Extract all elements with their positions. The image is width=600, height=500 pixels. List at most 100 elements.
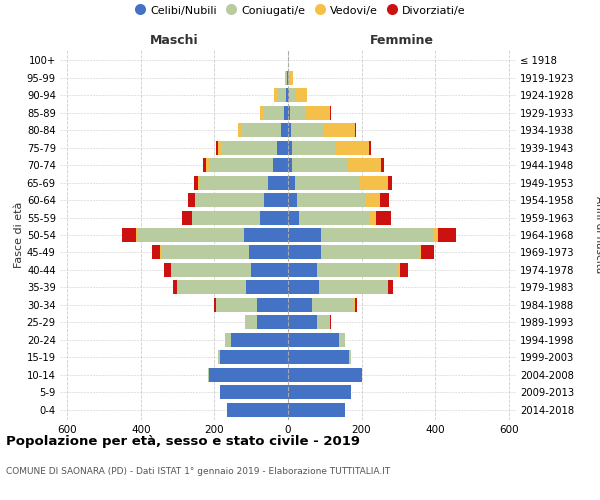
Bar bbox=[176, 280, 178, 294]
Bar bbox=[419, 246, 421, 260]
Bar bbox=[288, 88, 289, 102]
Bar bbox=[222, 141, 277, 154]
Bar bbox=[209, 158, 273, 172]
Bar bbox=[178, 280, 246, 294]
Bar bbox=[281, 124, 288, 138]
Bar bbox=[290, 106, 307, 120]
Bar bbox=[216, 141, 218, 154]
Bar bbox=[288, 402, 345, 416]
Bar bbox=[291, 124, 324, 138]
Bar bbox=[296, 88, 307, 102]
Bar bbox=[288, 210, 299, 224]
Bar bbox=[193, 210, 260, 224]
Bar bbox=[299, 210, 369, 224]
Bar bbox=[312, 298, 354, 312]
Bar bbox=[164, 263, 171, 277]
Bar bbox=[216, 298, 257, 312]
Bar bbox=[277, 88, 286, 102]
Bar bbox=[286, 71, 287, 85]
Text: COMUNE DI SAONARA (PD) - Dati ISTAT 1° gennaio 2019 - Elaborazione TUTTITALIA.IT: COMUNE DI SAONARA (PD) - Dati ISTAT 1° g… bbox=[6, 468, 390, 476]
Bar bbox=[214, 298, 215, 312]
Bar bbox=[359, 176, 388, 190]
Bar bbox=[288, 263, 317, 277]
Bar bbox=[321, 228, 433, 242]
Bar bbox=[273, 158, 288, 172]
Bar bbox=[288, 158, 292, 172]
Bar bbox=[330, 316, 331, 329]
Bar bbox=[288, 193, 297, 207]
Bar bbox=[297, 193, 365, 207]
Bar bbox=[218, 350, 220, 364]
Bar bbox=[355, 124, 356, 138]
Bar bbox=[238, 124, 242, 138]
Bar bbox=[215, 298, 216, 312]
Bar bbox=[208, 368, 209, 382]
Bar bbox=[182, 210, 191, 224]
Bar bbox=[288, 368, 362, 382]
Bar bbox=[376, 210, 391, 224]
Bar bbox=[194, 176, 197, 190]
Bar bbox=[250, 246, 288, 260]
Bar bbox=[307, 106, 330, 120]
Bar bbox=[200, 176, 268, 190]
Bar bbox=[152, 246, 160, 260]
Bar bbox=[292, 141, 336, 154]
Y-axis label: Anni di nascita: Anni di nascita bbox=[594, 196, 600, 274]
Bar bbox=[245, 316, 246, 329]
Bar bbox=[264, 106, 284, 120]
Bar bbox=[336, 141, 369, 154]
Bar bbox=[388, 176, 392, 190]
Bar bbox=[340, 332, 345, 346]
Bar bbox=[365, 193, 380, 207]
Bar bbox=[290, 71, 293, 85]
Bar bbox=[288, 280, 319, 294]
Bar bbox=[188, 193, 196, 207]
Bar bbox=[354, 298, 355, 312]
Bar bbox=[433, 228, 437, 242]
Bar bbox=[288, 385, 350, 399]
Bar bbox=[288, 350, 349, 364]
Bar bbox=[227, 402, 288, 416]
Bar bbox=[244, 228, 288, 242]
Bar bbox=[288, 332, 340, 346]
Bar bbox=[286, 88, 288, 102]
Bar bbox=[220, 385, 288, 399]
Bar bbox=[197, 176, 200, 190]
Bar bbox=[380, 193, 389, 207]
Bar bbox=[172, 263, 251, 277]
Bar bbox=[136, 228, 137, 242]
Bar bbox=[289, 88, 296, 102]
Bar bbox=[246, 280, 288, 294]
Bar bbox=[287, 71, 288, 85]
Bar bbox=[288, 124, 291, 138]
Bar bbox=[292, 158, 347, 172]
Bar bbox=[268, 176, 288, 190]
Bar bbox=[260, 106, 264, 120]
Bar bbox=[355, 298, 357, 312]
Bar bbox=[274, 88, 277, 102]
Y-axis label: Fasce di età: Fasce di età bbox=[14, 202, 24, 268]
Text: Maschi: Maschi bbox=[149, 34, 199, 46]
Bar bbox=[437, 228, 456, 242]
Bar bbox=[277, 141, 288, 154]
Bar bbox=[324, 124, 355, 138]
Bar bbox=[400, 263, 407, 277]
Bar bbox=[288, 141, 292, 154]
Bar bbox=[369, 141, 371, 154]
Text: Popolazione per età, sesso e stato civile - 2019: Popolazione per età, sesso e stato civil… bbox=[6, 435, 360, 448]
Bar bbox=[206, 158, 209, 172]
Bar bbox=[388, 280, 393, 294]
Bar bbox=[288, 228, 321, 242]
Bar bbox=[317, 263, 398, 277]
Bar bbox=[369, 210, 376, 224]
Bar bbox=[191, 210, 193, 224]
Bar bbox=[398, 263, 400, 277]
Bar bbox=[122, 228, 136, 242]
Bar bbox=[231, 332, 288, 346]
Bar bbox=[203, 158, 206, 172]
Bar bbox=[161, 246, 250, 260]
Bar bbox=[295, 176, 359, 190]
Bar bbox=[288, 298, 312, 312]
Bar bbox=[251, 263, 288, 277]
Bar bbox=[225, 332, 226, 346]
